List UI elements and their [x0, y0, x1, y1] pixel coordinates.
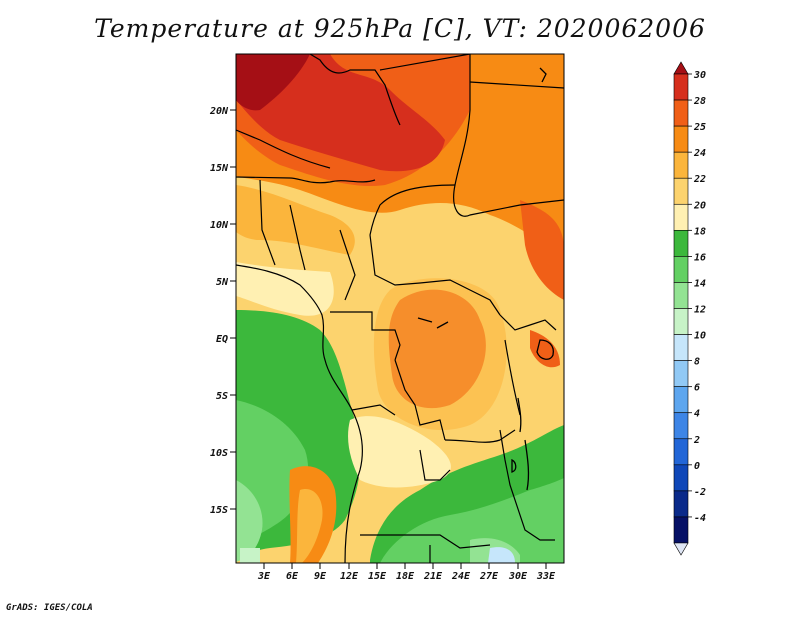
colorbar-label: 24 [693, 148, 706, 159]
lat-tick-label: EQ [216, 334, 228, 345]
colorbar-box [673, 438, 689, 466]
lon-axis: 3E 6E 9E 12E 15E 18E 21E 24E 27E 30E 33E [257, 563, 556, 582]
colorbar-label: 16 [694, 252, 706, 263]
colorbar-box [673, 334, 689, 361]
colorbar-box [673, 360, 689, 387]
lat-tick-label: 10S [210, 448, 228, 459]
country-borders [236, 54, 564, 563]
lon-tick-label: 15E [368, 571, 387, 582]
colorbar-label: 14 [694, 278, 706, 289]
colorbar-box [673, 308, 689, 335]
colorbar-label: 22 [693, 174, 706, 185]
lon-tick-label: 33E [536, 571, 556, 582]
lakes [417, 67, 554, 491]
colorbar-box [673, 516, 689, 544]
colorbar-box [673, 125, 689, 153]
colorbar-box [673, 256, 689, 283]
colorbar-top-arrow [673, 61, 689, 75]
lat-tick-label: 15S [210, 505, 228, 516]
colorbar-box [673, 203, 689, 231]
colorbar-label: 30 [693, 70, 706, 81]
lon-tick-label: 3E [257, 571, 271, 582]
temperature-field [236, 54, 564, 563]
lat-tick-label: 5S [216, 391, 228, 402]
colorbar-label: 6 [694, 383, 700, 394]
colorbar-box [673, 464, 689, 492]
lat-tick-label: 5N [216, 277, 229, 288]
colorbar-box [673, 282, 689, 309]
lon-tick-label: 24E [451, 571, 471, 582]
colorbar-box [673, 151, 689, 179]
colorbar-label: 0 [694, 461, 700, 472]
colorbar-label: 12 [694, 305, 706, 316]
lat-axis: 20N 15N 10N 5N EQ 5S 10S 15S [209, 106, 236, 516]
lon-tick-label: 30E [508, 571, 528, 582]
colorbar-label: 20 [693, 200, 706, 211]
colorbar-box [673, 386, 689, 414]
colorbar-box [673, 73, 689, 101]
colorbar-label: 8 [694, 357, 700, 368]
chart-title: Temperature at 925hPa [C], VT: 202006200… [94, 14, 706, 43]
colorbar-box [673, 99, 689, 127]
lon-tick-label: 21E [423, 571, 443, 582]
colorbar-label: 2 [693, 435, 700, 446]
colorbar-box [673, 490, 689, 518]
colorbar-label: 18 [694, 226, 706, 237]
colorbar-label: 25 [693, 122, 706, 133]
colorbar-bottom-arrow [673, 542, 689, 556]
lat-tick-label: 10N [210, 220, 229, 231]
colorbar-box [673, 177, 689, 205]
lon-tick-label: 9E [314, 571, 327, 582]
colorbar-label: 4 [694, 409, 700, 420]
colorbar-box [673, 230, 689, 257]
colorbar-box [673, 412, 689, 440]
lon-tick-label: 6E [286, 571, 299, 582]
lon-tick-label: 27E [479, 571, 499, 582]
credit-label: GrADS: IGES/COLA [6, 603, 93, 613]
colorbar-label: -2 [694, 487, 706, 498]
colorbar-label: 10 [694, 331, 706, 342]
lon-tick-label: 18E [396, 571, 415, 582]
colorbar-label: -4 [694, 513, 706, 524]
lat-tick-label: 15N [210, 163, 229, 174]
lat-tick-label: 20N [209, 106, 229, 117]
map-frame [235, 53, 565, 564]
colorbar-label: 28 [693, 96, 706, 107]
lon-tick-label: 12E [340, 571, 359, 582]
